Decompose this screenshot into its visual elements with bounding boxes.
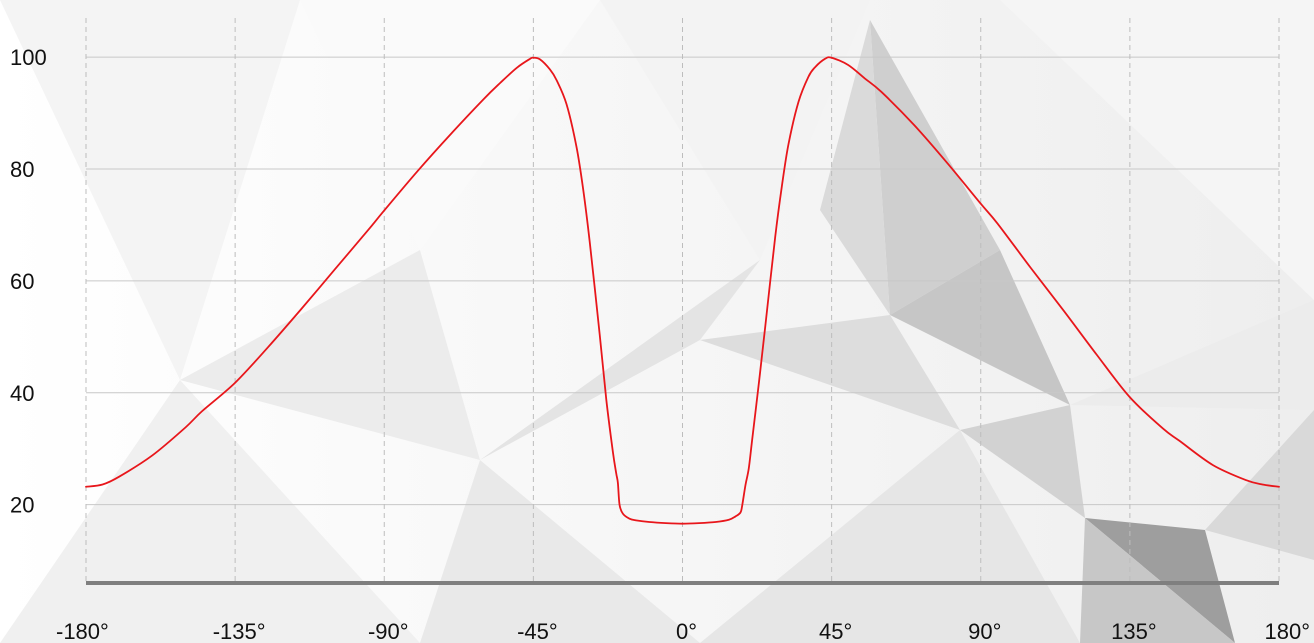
x-tick-label-5: 45°	[819, 619, 852, 643]
x-axis-tick-labels: -180° -135° -90° -45° 0° 45° 90° 135° 180°	[56, 619, 1310, 643]
y-tick-label-20: 20	[10, 493, 34, 518]
x-tick-label-7: 135°	[1111, 619, 1157, 643]
x-tick-label-6: 90°	[968, 619, 1001, 643]
x-tick-label-1: -135°	[213, 619, 266, 643]
y-tick-label-80: 80	[10, 157, 34, 182]
x-tick-label-3: -45°	[517, 619, 558, 643]
x-tick-label-2: -90°	[368, 619, 409, 643]
x-tick-label-8: 180°	[1264, 619, 1310, 643]
y-tick-label-100: 100	[10, 45, 47, 70]
y-tick-label-40: 40	[10, 381, 34, 406]
x-tick-label-4: 0°	[676, 619, 697, 643]
y-tick-label-60: 60	[10, 269, 34, 294]
x-tick-label-0: -180°	[56, 619, 109, 643]
